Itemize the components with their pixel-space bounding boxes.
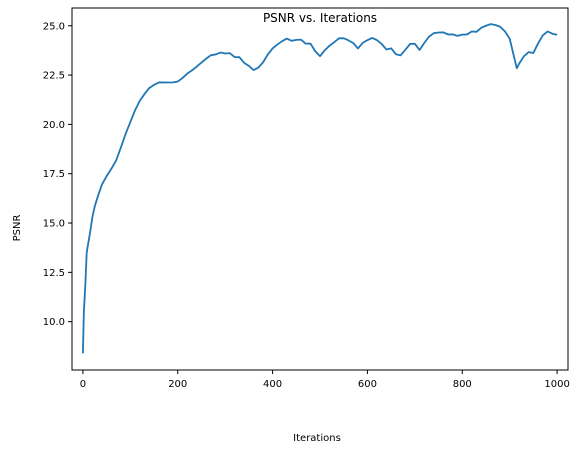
series-line-0 bbox=[82, 23, 558, 354]
y-tick-label: 22.5 bbox=[43, 71, 65, 82]
y-tick-label: 12.5 bbox=[43, 268, 65, 279]
x-tick-label: 400 bbox=[263, 379, 282, 390]
x-axis: 0 200 400 600 800 1000 bbox=[80, 370, 570, 390]
y-tick-label: 15.0 bbox=[43, 219, 65, 230]
y-axis: 10.0 12.5 15.0 17.5 20.0 22.5 25.0 bbox=[43, 21, 72, 328]
x-tick-label: 800 bbox=[453, 379, 472, 390]
chart-title: PSNR vs. Iterations bbox=[263, 11, 377, 25]
y-tick-label: 10.0 bbox=[43, 317, 65, 328]
x-axis-label: Iterations bbox=[293, 433, 341, 444]
y-tick-label: 17.5 bbox=[43, 169, 65, 180]
y-axis-label: PSNR bbox=[12, 215, 23, 242]
x-tick-label: 600 bbox=[358, 379, 377, 390]
axes-frame bbox=[71, 7, 569, 371]
x-tick-label: 1000 bbox=[544, 379, 569, 390]
x-tick-label: 0 bbox=[80, 379, 86, 390]
x-tick-label: 200 bbox=[168, 379, 187, 390]
plot-area bbox=[82, 23, 558, 354]
y-tick-label: 25.0 bbox=[43, 21, 65, 32]
y-tick-label: 20.0 bbox=[43, 120, 65, 131]
